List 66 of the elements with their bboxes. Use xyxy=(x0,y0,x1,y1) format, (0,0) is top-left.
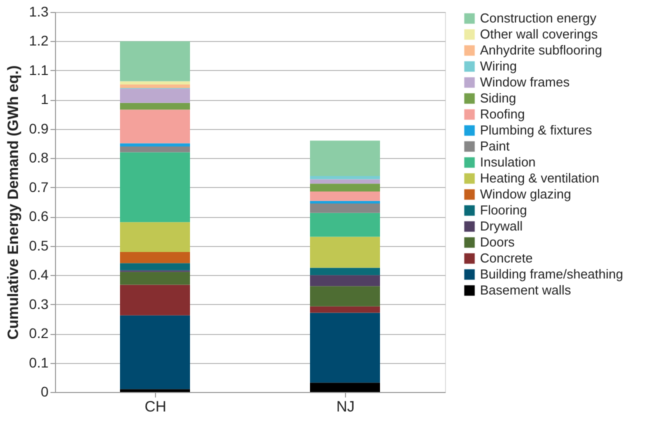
legend-label: Concrete xyxy=(480,250,533,266)
legend-label: Flooring xyxy=(480,202,527,218)
bar xyxy=(310,286,380,306)
bar xyxy=(310,203,380,213)
legend-label: Window frames xyxy=(480,74,570,90)
legend-label: Window glazing xyxy=(480,186,572,202)
legend-label: Plumbing & fixtures xyxy=(480,122,592,138)
legend-label: Siding xyxy=(480,90,516,106)
bar xyxy=(120,315,190,390)
legend-label: Paint xyxy=(480,138,510,154)
bar xyxy=(310,268,380,276)
legend-label: Doors xyxy=(480,234,516,250)
legend-label: Insulation xyxy=(480,154,536,170)
bar xyxy=(310,184,380,192)
bar xyxy=(310,382,380,392)
bar xyxy=(120,84,190,88)
bar xyxy=(120,143,190,146)
bar xyxy=(120,146,190,152)
legend-label: Heating & ventilation xyxy=(480,170,600,186)
bar xyxy=(310,212,380,237)
y-tick-label: 0.7 xyxy=(29,178,49,195)
y-tick-label: 0.3 xyxy=(29,296,49,312)
bar xyxy=(120,284,190,316)
bar xyxy=(310,200,380,204)
legend-label: Drywall xyxy=(480,218,523,234)
bar xyxy=(120,102,190,110)
bar xyxy=(310,176,380,180)
legend-label: Basement walls xyxy=(480,282,572,298)
bar xyxy=(310,179,380,184)
legend-label: Roofing xyxy=(480,106,525,122)
y-axis-title: Cumulative Energy Demand (GWh eq.) xyxy=(5,65,22,340)
y-tick-label: 0.8 xyxy=(29,150,49,166)
y-tick-label: 0.2 xyxy=(29,325,49,342)
bar xyxy=(120,263,190,270)
legend-label: Building frame/sheathing xyxy=(480,266,624,282)
bar xyxy=(120,81,190,84)
y-tick-label: 0 xyxy=(40,384,49,400)
legend-label: Other wall coverings xyxy=(480,26,598,42)
bar xyxy=(120,222,190,252)
bar xyxy=(310,275,380,286)
y-tick-label: 0.9 xyxy=(29,120,49,136)
y-tick-label: 0.5 xyxy=(29,237,49,254)
y-tick-label: 1.1 xyxy=(29,62,49,78)
bar xyxy=(120,252,190,264)
y-tick-label: 0.1 xyxy=(29,354,49,370)
legend-label: Wiring xyxy=(480,58,517,74)
y-tick-label: 0.6 xyxy=(29,208,49,224)
bar xyxy=(310,312,380,383)
y-tick-label: 0.4 xyxy=(29,266,49,283)
bar xyxy=(120,110,190,144)
y-tick-label: 1.2 xyxy=(29,32,49,49)
y-tick-label: 1 xyxy=(40,91,49,108)
bar xyxy=(310,140,380,176)
legend-label: Anhydrite subflooring xyxy=(480,42,602,58)
bar xyxy=(310,236,380,268)
x-tick-label: CH xyxy=(144,398,166,416)
bar xyxy=(120,389,190,392)
x-tick-label: NJ xyxy=(336,398,355,416)
bar xyxy=(310,306,380,313)
bar xyxy=(120,152,190,222)
legend-label: Construction energy xyxy=(480,10,597,26)
bar xyxy=(120,41,190,82)
bar xyxy=(120,88,190,103)
bar xyxy=(310,191,380,201)
bar xyxy=(120,272,190,285)
y-tick-label: 1.3 xyxy=(29,4,49,20)
